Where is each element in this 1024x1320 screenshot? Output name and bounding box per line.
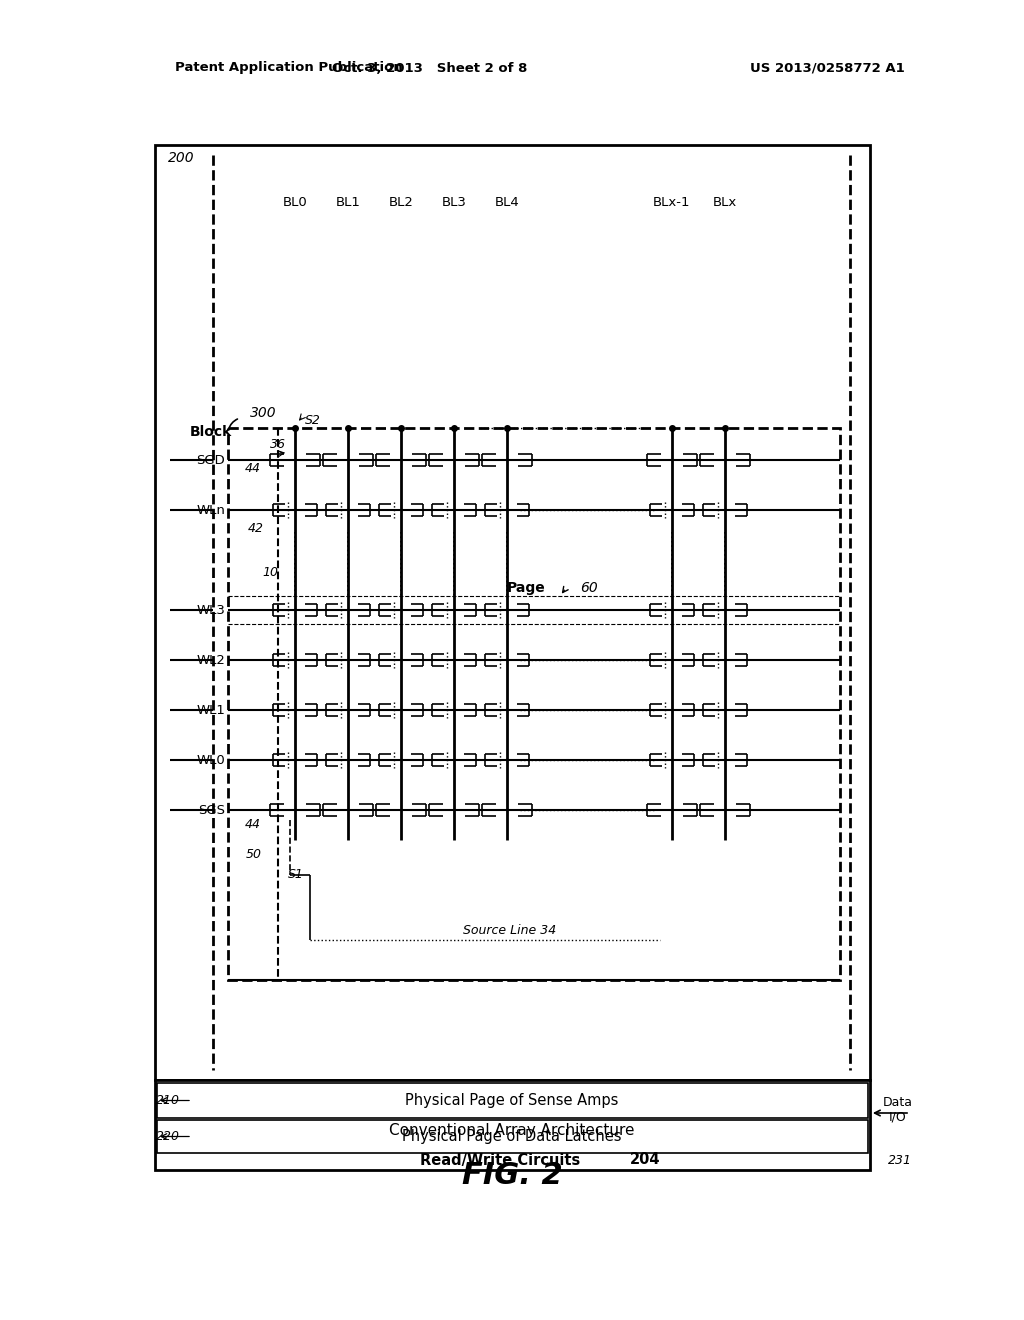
Bar: [157, 1082, 868, 1118]
Text: 42: 42: [248, 521, 264, 535]
Text: Page: Page: [506, 581, 545, 595]
Text: 231: 231: [888, 1155, 912, 1167]
Text: WL2: WL2: [197, 653, 225, 667]
Text: Oct. 3, 2013   Sheet 2 of 8: Oct. 3, 2013 Sheet 2 of 8: [333, 62, 527, 74]
Text: Source Line 34: Source Line 34: [464, 924, 557, 936]
Text: US 2013/0258772 A1: US 2013/0258772 A1: [750, 62, 905, 74]
Text: S1: S1: [288, 869, 304, 882]
Text: 44: 44: [245, 818, 261, 832]
Text: BLx-1: BLx-1: [653, 195, 691, 209]
Text: WL1: WL1: [197, 704, 225, 717]
Text: BL1: BL1: [336, 195, 360, 209]
Text: 44: 44: [245, 462, 261, 474]
Text: BL0: BL0: [283, 195, 307, 209]
Text: FIG. 2: FIG. 2: [462, 1160, 562, 1189]
Text: WLn: WLn: [197, 503, 225, 516]
Text: 36: 36: [270, 438, 286, 451]
Text: 300: 300: [250, 407, 276, 420]
Bar: [228, 428, 840, 979]
Text: BL3: BL3: [441, 195, 467, 209]
Text: Conventional Array Architecture: Conventional Array Architecture: [389, 1122, 635, 1138]
Text: 50: 50: [246, 849, 262, 862]
Text: Data
I/O: Data I/O: [883, 1096, 913, 1125]
Text: 204: 204: [630, 1152, 660, 1167]
Text: 210: 210: [156, 1094, 180, 1107]
Text: 200: 200: [168, 150, 195, 165]
Text: Physical Page of Sense Amps: Physical Page of Sense Amps: [406, 1093, 618, 1107]
Bar: [157, 1119, 868, 1152]
Text: BLx: BLx: [713, 195, 737, 209]
Text: BL2: BL2: [388, 195, 414, 209]
Text: BL4: BL4: [495, 195, 519, 209]
Text: 220: 220: [156, 1130, 180, 1143]
Bar: [228, 597, 840, 624]
Text: SGD: SGD: [197, 454, 225, 466]
Text: SGS: SGS: [198, 804, 225, 817]
Text: Patent Application Publication: Patent Application Publication: [175, 62, 402, 74]
Text: 10: 10: [262, 566, 278, 579]
Text: S2: S2: [305, 413, 321, 426]
Text: 60: 60: [580, 581, 598, 595]
Bar: [155, 1080, 870, 1170]
Text: WL0: WL0: [197, 754, 225, 767]
Text: Read/Write Circuits: Read/Write Circuits: [420, 1152, 581, 1167]
Text: Block: Block: [190, 425, 232, 440]
Text: Physical Page of Data Latches: Physical Page of Data Latches: [402, 1129, 622, 1144]
Bar: [155, 145, 870, 1080]
Text: WL3: WL3: [197, 603, 225, 616]
